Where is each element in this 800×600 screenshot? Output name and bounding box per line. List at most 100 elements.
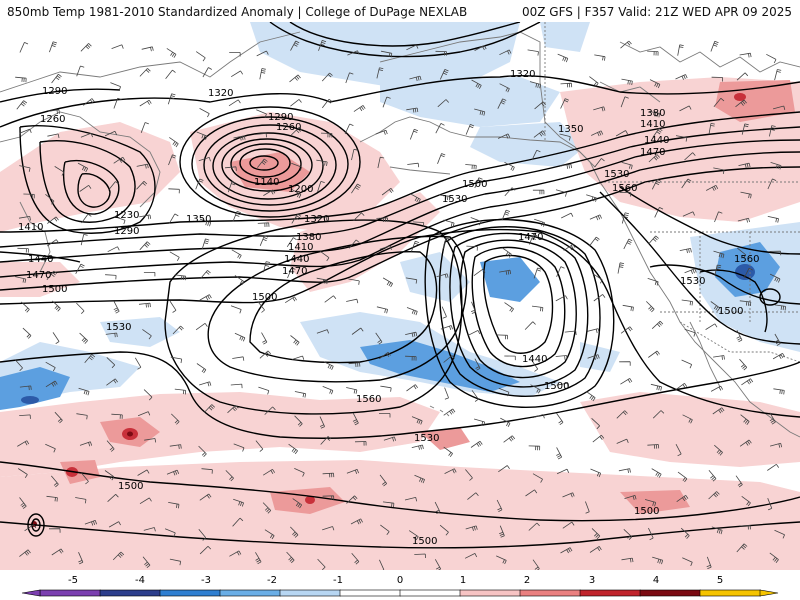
wind-barb (169, 444, 182, 449)
wind-barb (376, 306, 388, 314)
wind-barb (471, 79, 482, 89)
wind-barb (623, 238, 633, 250)
wind-barb (19, 42, 29, 53)
wind-barb (652, 410, 665, 419)
wind-barb (680, 527, 690, 539)
wind-barb (169, 558, 182, 566)
wind-barb (376, 217, 388, 223)
wind-barb (45, 361, 56, 372)
wind-barb (414, 553, 426, 559)
wind-barb (497, 98, 507, 109)
wind-barb (107, 494, 119, 502)
wind-barb (682, 211, 695, 217)
wind-barb (624, 495, 637, 500)
wind-barb (17, 247, 29, 253)
wind-barb (648, 154, 660, 163)
wind-barb (684, 328, 696, 337)
wind-barb (652, 556, 664, 565)
wind-barb (351, 148, 358, 161)
wind-barb (378, 351, 391, 360)
wind-barb (375, 332, 383, 345)
contour-label: 1290 (268, 112, 293, 123)
wind-barb (741, 495, 751, 507)
wind-barb (224, 166, 237, 171)
contour-label: 1290 (114, 226, 139, 237)
contour-label: 1380 (640, 108, 665, 119)
wind-barb (140, 122, 149, 133)
wind-barb (589, 214, 602, 221)
contour-label: 1530 (604, 169, 629, 180)
wind-barb (560, 98, 569, 109)
wind-barb (564, 330, 577, 336)
wind-barb (652, 128, 663, 138)
wind-barb (165, 69, 176, 80)
wind-barb (45, 193, 55, 205)
wind-barb (348, 362, 361, 368)
wind-barb (648, 527, 654, 541)
wind-barb (108, 521, 121, 528)
wind-barb (50, 475, 59, 488)
wind-barb (412, 221, 425, 227)
wind-barb (233, 443, 245, 452)
contour-label: 1410 (288, 242, 313, 253)
wind-barb (379, 245, 392, 250)
wind-barb (772, 105, 786, 110)
wind-barb (713, 250, 725, 259)
wind-barb (439, 524, 449, 536)
colorbar-tick: 3 (589, 575, 595, 586)
wind-barb (375, 129, 388, 135)
wind-barb (227, 405, 239, 414)
wind-barb (48, 528, 61, 533)
wind-barb (474, 358, 481, 371)
wind-barb (142, 556, 151, 569)
wind-barb (195, 178, 204, 190)
wind-barb (376, 67, 384, 79)
wind-barb (168, 502, 180, 509)
wind-barb (587, 354, 600, 360)
wind-barb (112, 551, 125, 561)
wind-barb (52, 300, 61, 312)
wind-barb (382, 277, 393, 288)
wind-barb (617, 262, 625, 274)
wind-barb (15, 276, 27, 283)
contour-label: 1470 (282, 266, 307, 277)
wind-barb (46, 495, 58, 502)
wind-barb (740, 414, 750, 425)
wind-barb (351, 553, 360, 565)
wind-barb (739, 439, 752, 447)
wind-barb (321, 98, 333, 109)
wind-barb (682, 557, 693, 567)
wind-barb (48, 109, 60, 115)
wind-barb (681, 299, 693, 306)
wind-barb (504, 355, 516, 361)
wind-barb (169, 251, 180, 261)
wind-barb (234, 275, 245, 286)
wind-barb (436, 273, 449, 279)
wind-barb (590, 468, 602, 478)
wind-barb (651, 468, 662, 478)
wind-barb (108, 181, 119, 191)
wind-barb (504, 162, 515, 171)
contour-label: 1290 (42, 86, 67, 97)
wind-barb (774, 333, 781, 346)
wind-barb (232, 210, 241, 222)
wind-barb (533, 130, 546, 138)
wind-barb (411, 240, 420, 252)
colorbar-tick: -2 (267, 575, 277, 586)
wind-barb (383, 436, 396, 442)
wind-barb (287, 267, 296, 279)
wind-barb (769, 552, 779, 564)
wind-barb (322, 386, 334, 395)
wind-barb (622, 304, 634, 312)
colorbar-tick: -3 (201, 575, 211, 586)
wind-barb (290, 335, 300, 346)
wind-barb (255, 132, 267, 138)
wind-barb (737, 217, 750, 223)
wind-barb (263, 261, 271, 273)
wind-barb (166, 48, 177, 58)
wind-barb (741, 123, 749, 135)
wind-barb (740, 191, 752, 199)
wind-barb (291, 127, 303, 136)
wind-barb (291, 162, 302, 171)
wind-barb (501, 209, 511, 221)
